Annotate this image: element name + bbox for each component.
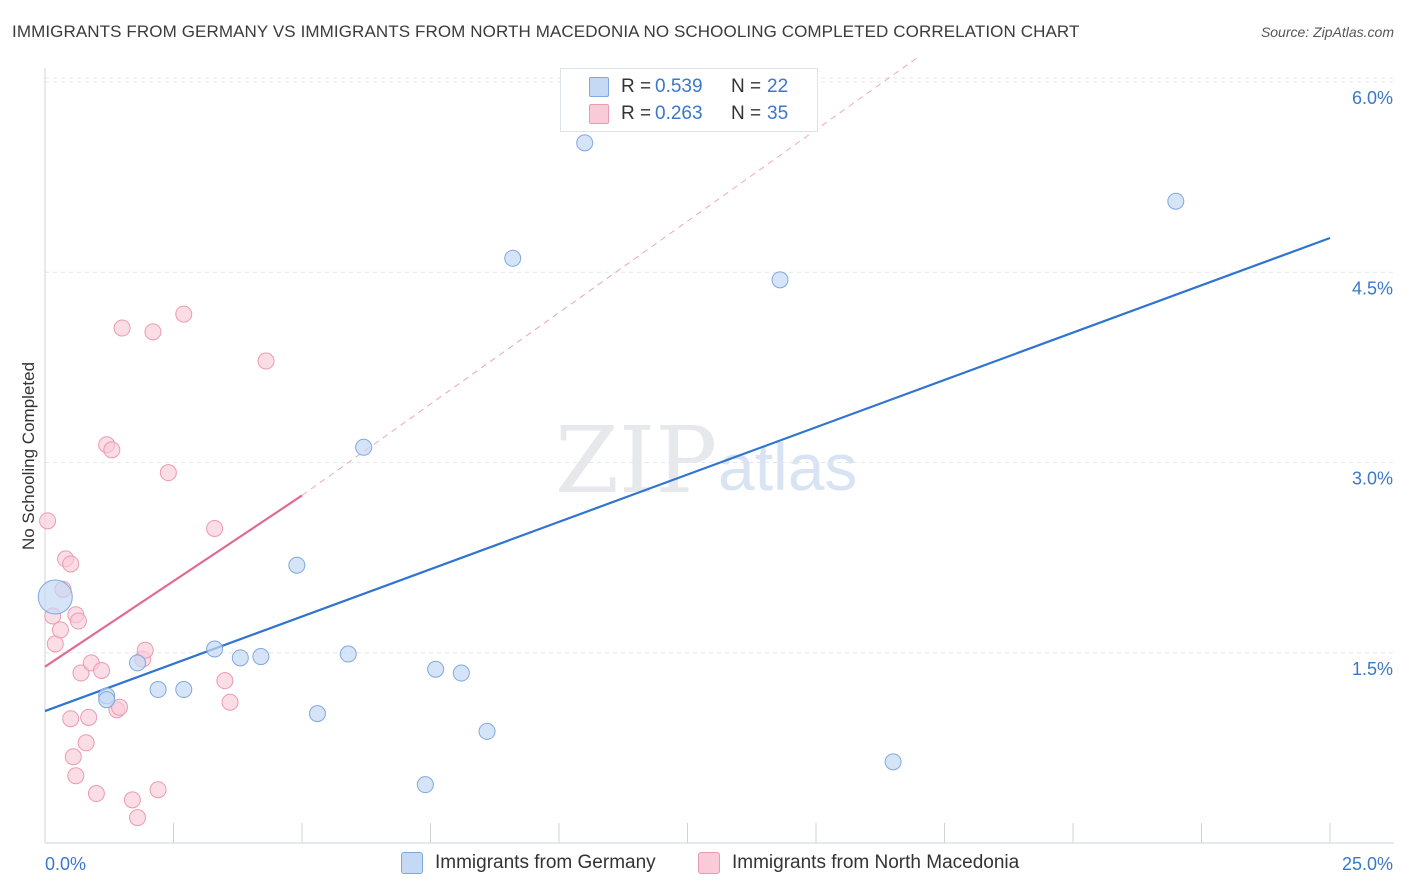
point-macedonia xyxy=(144,323,162,341)
legend-n-label: N = xyxy=(731,103,762,124)
point-macedonia xyxy=(39,512,57,530)
trendline-macedonia xyxy=(44,494,303,668)
data-points xyxy=(37,134,1185,827)
watermark-atlas: atlas xyxy=(718,430,857,504)
x-tick-label: 0.0% xyxy=(45,854,86,874)
point-macedonia xyxy=(257,352,275,370)
point-macedonia xyxy=(64,748,82,766)
point-germany xyxy=(206,640,224,658)
correlation-legend: R = 0.539 N = 22 R = 0.263 N = 35 xyxy=(560,68,818,132)
point-germany xyxy=(355,438,373,456)
point-germany xyxy=(129,654,147,672)
series-label-macedonia: Immigrants from North Macedonia xyxy=(732,852,1020,873)
point-macedonia xyxy=(69,612,87,630)
point-germany xyxy=(339,645,357,663)
series-legend-germany[interactable]: Immigrants from Germany xyxy=(401,852,656,874)
point-macedonia xyxy=(67,767,85,785)
point-macedonia xyxy=(129,809,147,827)
point-macedonia xyxy=(175,305,193,323)
legend-r-label: R = xyxy=(621,103,652,124)
series-swatch-germany xyxy=(401,852,423,874)
point-macedonia xyxy=(80,708,98,726)
point-macedonia xyxy=(62,710,80,728)
point-macedonia xyxy=(149,781,167,799)
point-germany xyxy=(427,660,445,678)
trendlines xyxy=(44,56,1331,713)
chart-title: IMMIGRANTS FROM GERMANY VS IMMIGRANTS FR… xyxy=(12,22,1080,41)
series-label-germany: Immigrants from Germany xyxy=(435,852,656,873)
watermark-zip: ZIP xyxy=(555,407,717,514)
legend-r-macedonia: 0.263 xyxy=(655,103,703,124)
point-germany xyxy=(37,579,73,615)
point-macedonia xyxy=(93,662,111,680)
legend-r-label: R = xyxy=(621,76,652,97)
point-germany xyxy=(1167,192,1185,210)
axes: 0.0% 25.0% xyxy=(44,68,1394,874)
legend-swatch-macedonia xyxy=(589,104,609,124)
legend-r-germany: 0.539 xyxy=(655,76,703,97)
point-macedonia xyxy=(77,734,95,752)
watermark: ZIP atlas xyxy=(555,407,857,514)
point-macedonia xyxy=(111,698,129,716)
source-label: Source: ZipAtlas.com xyxy=(1260,24,1394,40)
point-macedonia xyxy=(72,664,90,682)
point-macedonia xyxy=(51,621,69,639)
x-tick-label: 25.0% xyxy=(1342,854,1393,874)
gridlines: 1.5% 3.0% 4.5% 6.0% xyxy=(45,77,1394,679)
point-germany xyxy=(576,134,594,152)
y-axis-label: No Schooling Completed xyxy=(19,362,38,550)
point-germany xyxy=(98,691,116,709)
point-macedonia xyxy=(206,519,224,537)
series-swatch-macedonia xyxy=(698,852,720,874)
legend-swatch-germany xyxy=(589,77,609,97)
series-legend: Immigrants from Germany Immigrants from … xyxy=(0,852,1406,878)
legend-n-macedonia: 35 xyxy=(767,103,789,124)
point-germany xyxy=(231,649,249,667)
point-germany xyxy=(478,722,496,740)
point-macedonia xyxy=(123,791,141,809)
trendline-germany xyxy=(44,236,1331,713)
point-macedonia xyxy=(136,641,154,659)
y-tick-label: 3.0% xyxy=(1352,469,1393,489)
point-germany xyxy=(308,705,326,723)
point-macedonia xyxy=(221,693,239,711)
y-tick-label: 1.5% xyxy=(1352,659,1393,679)
point-germany xyxy=(416,776,434,794)
point-germany xyxy=(252,648,270,666)
point-germany xyxy=(771,271,789,289)
point-macedonia xyxy=(103,441,121,459)
point-germany xyxy=(452,664,470,682)
y-tick-label: 4.5% xyxy=(1352,278,1393,298)
point-germany xyxy=(504,249,522,267)
series-legend-macedonia[interactable]: Immigrants from North Macedonia xyxy=(698,852,1019,874)
point-germany xyxy=(149,681,167,699)
legend-n-label: N = xyxy=(731,76,762,97)
legend-n-germany: 22 xyxy=(767,76,789,97)
point-germany xyxy=(288,556,306,574)
point-macedonia xyxy=(62,555,80,573)
point-macedonia xyxy=(87,785,105,803)
point-macedonia xyxy=(159,464,177,482)
y-tick-label: 6.0% xyxy=(1352,88,1393,108)
point-germany xyxy=(884,753,902,771)
point-macedonia xyxy=(216,672,234,690)
point-germany xyxy=(175,681,193,699)
point-macedonia xyxy=(113,319,131,337)
